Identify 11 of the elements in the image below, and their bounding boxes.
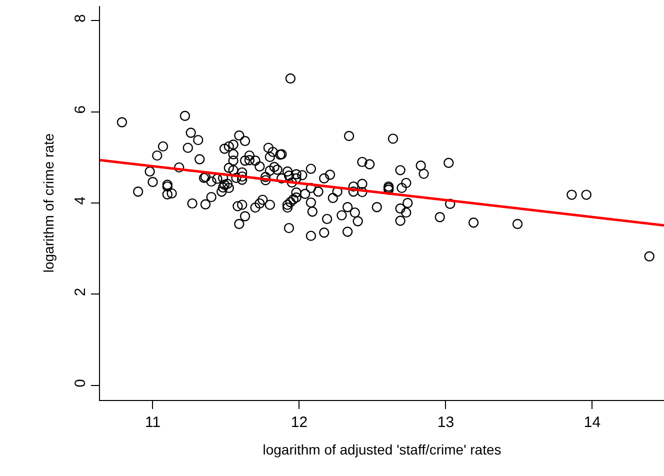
y-tick-label: 0	[72, 378, 89, 388]
y-tick-label: 8	[72, 14, 89, 23]
y-axis-title: logarithm of crime rate	[40, 133, 56, 273]
x-tick-label: 12	[290, 414, 308, 432]
y-tick-label: 6	[72, 105, 89, 114]
x-tick-label: 13	[437, 414, 454, 432]
x-axis-title: logarithm of adjusted 'staff/crime' rates	[262, 441, 502, 458]
x-tick-label: 14	[584, 414, 601, 432]
y-tick-label: 4	[72, 196, 89, 205]
x-tick-label: 11	[144, 414, 161, 432]
y-tick-label: 2	[72, 288, 89, 296]
